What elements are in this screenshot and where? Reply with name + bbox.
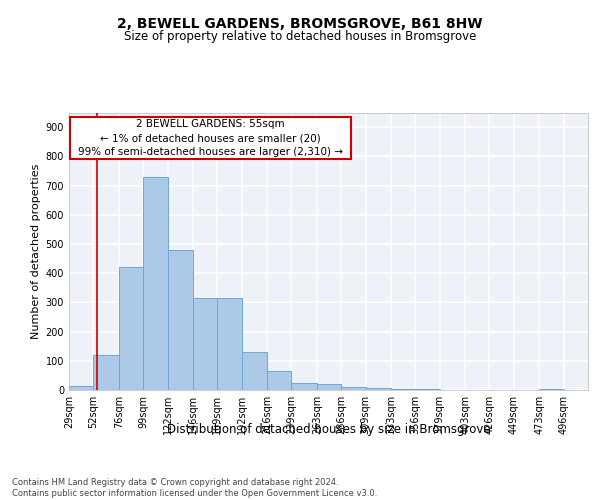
Bar [193, 298, 217, 390]
Text: Distribution of detached houses by size in Bromsgrove: Distribution of detached houses by size … [167, 422, 491, 436]
Bar [539, 388, 563, 390]
Text: Contains HM Land Registry data © Crown copyright and database right 2024.
Contai: Contains HM Land Registry data © Crown c… [12, 478, 377, 498]
Bar [143, 177, 167, 390]
Bar [167, 250, 193, 390]
Bar [94, 355, 119, 390]
Bar [217, 298, 242, 390]
Bar [69, 386, 94, 390]
Bar [317, 384, 341, 390]
Bar [341, 387, 365, 390]
Bar [292, 382, 317, 390]
Bar [267, 371, 292, 390]
Bar [119, 268, 143, 390]
Bar [242, 352, 267, 390]
Text: Size of property relative to detached houses in Bromsgrove: Size of property relative to detached ho… [124, 30, 476, 43]
Text: 99% of semi-detached houses are larger (2,310) →: 99% of semi-detached houses are larger (… [78, 147, 343, 157]
Text: 2, BEWELL GARDENS, BROMSGROVE, B61 8HW: 2, BEWELL GARDENS, BROMSGROVE, B61 8HW [117, 18, 483, 32]
Bar [70, 117, 351, 159]
Text: ← 1% of detached houses are smaller (20): ← 1% of detached houses are smaller (20) [100, 133, 321, 143]
Text: 2 BEWELL GARDENS: 55sqm: 2 BEWELL GARDENS: 55sqm [136, 119, 285, 129]
Bar [365, 388, 391, 390]
Y-axis label: Number of detached properties: Number of detached properties [31, 164, 41, 339]
